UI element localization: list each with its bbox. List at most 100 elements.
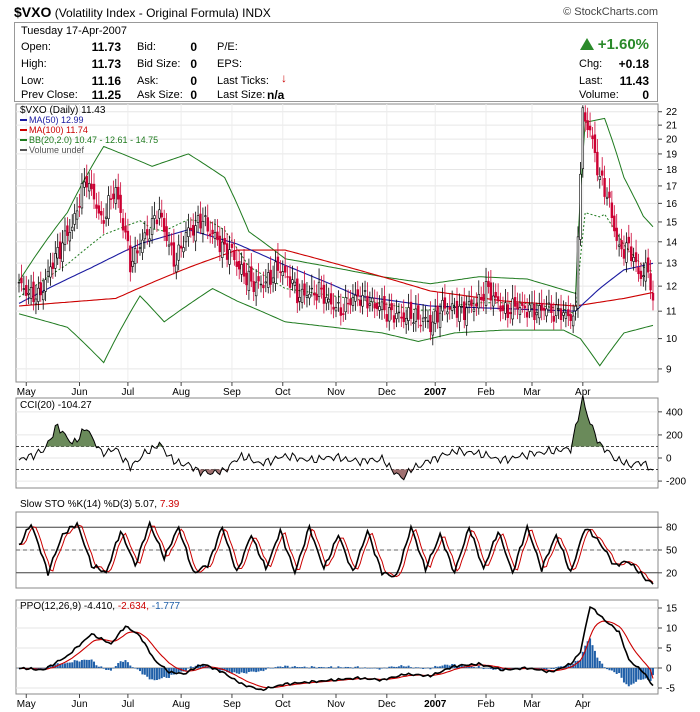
chg-value: +0.18 <box>618 57 649 71</box>
candle-body <box>625 242 628 263</box>
ppo-hist-bar <box>422 668 425 669</box>
candle-body <box>196 215 200 223</box>
high-value: 11.73 <box>91 57 121 71</box>
bb-middle-line <box>18 212 654 315</box>
sto-d-line <box>19 524 654 583</box>
ppo-hist-bar <box>460 665 463 668</box>
ppo-hist-bar <box>175 668 178 674</box>
candle-body <box>303 283 306 296</box>
candle-body <box>349 298 352 306</box>
candle-body <box>511 298 514 320</box>
candle-body <box>540 302 543 311</box>
candle-body <box>450 303 454 311</box>
ppo-hist-bar <box>107 668 110 670</box>
ppo-hist-bar <box>434 665 437 668</box>
candle-body <box>489 282 493 301</box>
candle-body <box>400 316 403 319</box>
ppo-hist-bar <box>233 668 236 673</box>
ppo-hist-bar <box>252 668 255 672</box>
candle-body <box>564 312 568 319</box>
price-panel-title: $VXO (Daily) 11.43 <box>20 105 106 116</box>
ppo-hist-bar <box>383 667 386 669</box>
exchange: INDX <box>242 6 271 20</box>
ppo-hist-bar <box>289 667 292 669</box>
ppo-hist-bar <box>436 666 439 668</box>
ppo-hist-bar <box>630 668 633 685</box>
y-tick-label: 80 <box>666 523 678 534</box>
y-tick-label: 19 <box>666 149 678 160</box>
ppo-hist-bar <box>109 668 112 671</box>
ppo-hist-bar <box>257 668 260 672</box>
ppo-hist-bar <box>37 668 40 669</box>
candle-body <box>361 295 364 307</box>
candle-body <box>576 236 580 309</box>
legend-entry: Volume undef <box>20 145 85 155</box>
ppo-hist-bar <box>322 667 325 668</box>
ppo-hist-bar <box>71 662 74 668</box>
ppo-hist-bar <box>402 666 405 668</box>
ppo-hist-bar <box>122 661 125 668</box>
bid-value: 0 <box>190 40 197 54</box>
ppo-hist-bar <box>482 668 485 670</box>
candle-body <box>550 303 553 314</box>
candle-body <box>17 281 21 284</box>
candle-body <box>535 311 539 316</box>
candle-body <box>276 256 280 271</box>
quote-date: Tuesday 17-Apr-2007 <box>21 25 127 37</box>
ppo-hist-bar <box>407 665 410 668</box>
ppo-hist-bar <box>567 664 570 668</box>
change-percent-value: +1.60% <box>597 36 649 53</box>
legend-label: MA(100) 11.74 <box>29 125 88 135</box>
candle-body <box>424 316 427 319</box>
candle-body <box>346 302 350 305</box>
candle-body <box>162 218 166 232</box>
candle-body <box>100 211 103 216</box>
candle-body <box>63 230 67 245</box>
candle-body <box>363 290 367 292</box>
candle-body <box>329 293 333 305</box>
candle-body <box>102 220 105 224</box>
candle-body <box>494 291 497 298</box>
candle-body <box>339 307 343 316</box>
x-tick-label: Jul <box>121 387 134 398</box>
legend-entry: MA(100) 11.74 <box>20 125 88 135</box>
x-tick-label: Sep <box>223 699 241 710</box>
ppo-hist-bar <box>637 668 640 680</box>
candle-body <box>87 183 91 192</box>
y-tick-label: 21 <box>666 121 678 132</box>
candle-body <box>559 308 563 320</box>
candle-body <box>332 306 335 310</box>
ppo-hist-bar <box>652 668 654 676</box>
candle-body <box>579 173 582 240</box>
candle-body <box>146 229 149 236</box>
candle-body <box>29 287 33 299</box>
candle-body <box>138 247 142 249</box>
ppo-hist-bar <box>201 664 204 668</box>
y-tick-label: 200 <box>666 430 683 441</box>
candle-body <box>187 227 190 237</box>
candle-body <box>216 231 219 241</box>
ppo-hist-bar <box>61 663 64 668</box>
ppo-title-text: PPO(12,26,9) <box>20 601 84 612</box>
stockcharts-credit[interactable]: © StockCharts.com <box>563 6 658 18</box>
ppo-hist-bar <box>441 665 444 668</box>
candle-body <box>288 276 292 288</box>
sto-title: Slow STO %K(14) %D(3) 5.07, 7.39 <box>20 499 180 510</box>
ppo-hist-bar <box>613 668 616 673</box>
candle-body <box>448 306 451 310</box>
candle-body <box>552 315 555 322</box>
candle-body <box>417 305 420 320</box>
ppo-hist-bar <box>543 668 546 670</box>
candle-body <box>385 314 389 322</box>
candle-body <box>141 239 144 253</box>
candle-body <box>446 311 449 315</box>
candle-body <box>317 281 321 297</box>
candle-body <box>506 304 510 318</box>
candle-body <box>172 242 176 267</box>
y-tick-label: 20 <box>666 568 678 579</box>
y-tick-label: 14 <box>666 237 678 248</box>
ppo-hist-bar <box>339 667 342 668</box>
ppo-hist-bar <box>95 665 98 668</box>
candle-body <box>208 233 212 237</box>
x-tick-label: Aug <box>172 699 190 710</box>
